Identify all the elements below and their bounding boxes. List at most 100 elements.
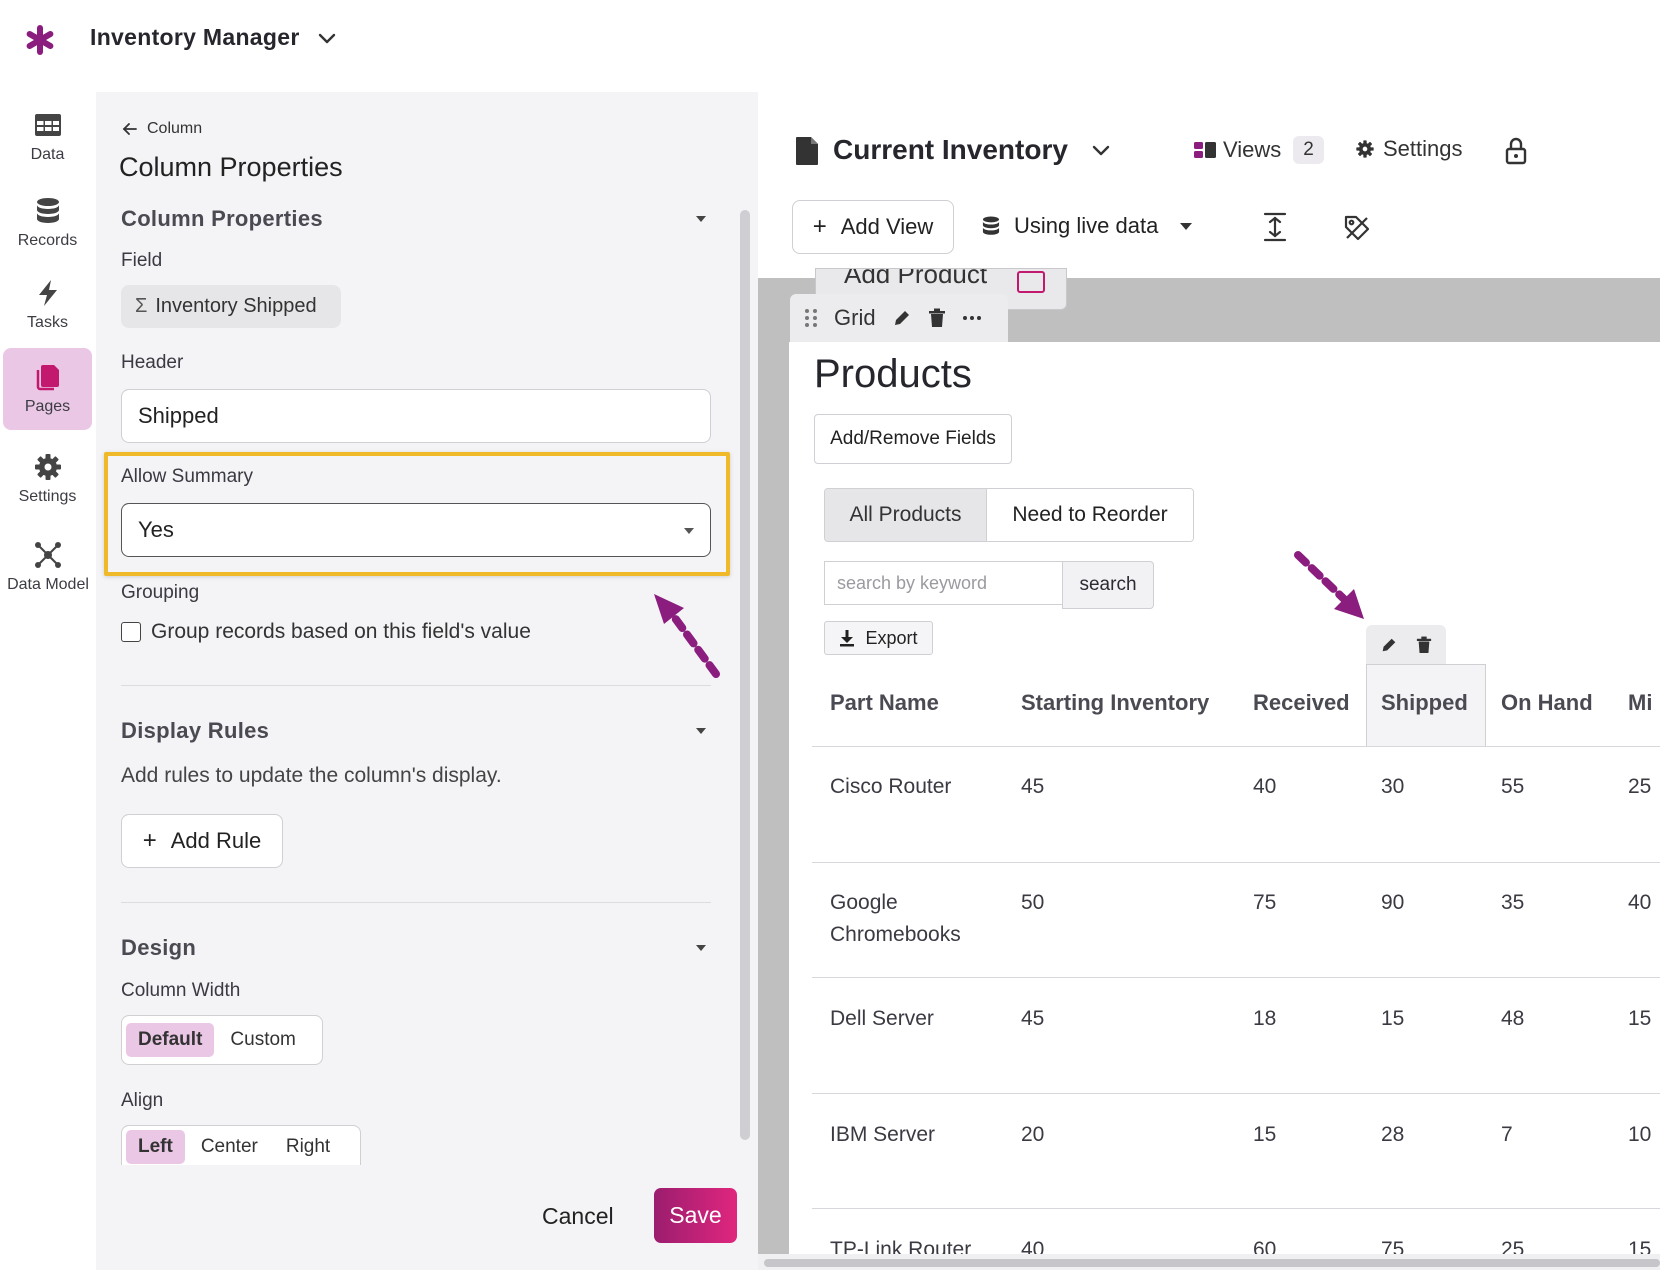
column-header-received[interactable]: Received bbox=[1253, 690, 1350, 715]
lock-icon[interactable] bbox=[1505, 137, 1527, 165]
chevron-down-icon[interactable] bbox=[316, 28, 338, 50]
grouping-checkbox[interactable] bbox=[121, 622, 141, 642]
horizontal-scrollbar[interactable] bbox=[764, 1259, 1660, 1267]
page-settings-label: Settings bbox=[1383, 136, 1463, 161]
nav-label: Tasks bbox=[27, 314, 68, 331]
pencil-icon[interactable] bbox=[1380, 636, 1398, 654]
add-view-button[interactable]: + Add View bbox=[792, 200, 954, 254]
allow-summary-value: Yes bbox=[138, 517, 174, 542]
tab-need-to-reorder[interactable]: Need to Reorder bbox=[987, 489, 1193, 541]
download-icon bbox=[840, 630, 855, 647]
caret-down-icon[interactable] bbox=[696, 945, 706, 951]
back-link[interactable]: Column bbox=[121, 120, 202, 138]
align-option-left[interactable]: Left bbox=[126, 1130, 185, 1164]
arrow-left-icon bbox=[122, 123, 137, 135]
column-header-part-name[interactable]: Part Name bbox=[830, 690, 939, 715]
chevron-down-icon[interactable] bbox=[1090, 140, 1112, 162]
nav-item-pages[interactable]: Pages bbox=[3, 348, 92, 430]
search-input[interactable]: search by keyword bbox=[824, 561, 1064, 605]
width-option-custom[interactable]: Custom bbox=[230, 1029, 296, 1050]
plus-icon: + bbox=[812, 213, 827, 240]
row-divider bbox=[812, 977, 1660, 978]
section-title-display-rules: Display Rules bbox=[121, 718, 270, 743]
cancel-button[interactable]: Cancel bbox=[542, 1203, 614, 1229]
selected-column-header[interactable] bbox=[1366, 664, 1486, 746]
search-button[interactable]: search bbox=[1062, 561, 1154, 609]
add-rule-label: Add Rule bbox=[170, 828, 262, 853]
caret-down-icon[interactable] bbox=[696, 216, 706, 222]
page-title: Current Inventory bbox=[833, 134, 1068, 165]
nav-item-data[interactable]: Data bbox=[3, 96, 92, 178]
align-option-center[interactable]: Center bbox=[200, 1136, 258, 1157]
align-label: Align bbox=[121, 1090, 164, 1111]
grid-block-toolbar: Grid bbox=[790, 294, 1008, 342]
width-option-default[interactable]: Default bbox=[126, 1023, 215, 1057]
products-heading: Products bbox=[814, 352, 972, 396]
pencil-icon[interactable] bbox=[892, 308, 912, 328]
nav-item-records[interactable]: Records bbox=[3, 182, 92, 264]
views-icon bbox=[1194, 142, 1216, 158]
grouping-label: Grouping bbox=[121, 582, 200, 603]
caret-down-icon[interactable] bbox=[696, 728, 706, 734]
app-logo-icon bbox=[26, 25, 54, 55]
export-label: Export bbox=[865, 627, 918, 648]
grid-label: Grid bbox=[834, 305, 876, 330]
align-option-right[interactable]: Right bbox=[285, 1136, 331, 1157]
column-width-label: Column Width bbox=[121, 980, 241, 1001]
row-divider bbox=[812, 1208, 1660, 1209]
header-input[interactable]: Shipped bbox=[121, 389, 711, 443]
cell-min: 10 bbox=[1628, 1123, 1652, 1146]
add-rule-button[interactable]: + Add Rule bbox=[121, 814, 283, 868]
section-divider bbox=[121, 902, 711, 903]
page-settings-button[interactable]: Settings bbox=[1355, 136, 1463, 162]
nav-item-settings[interactable]: Settings bbox=[3, 438, 92, 520]
cell-part-name: Google bbox=[830, 891, 898, 914]
dropdown-caret-icon bbox=[684, 528, 694, 534]
views-button[interactable]: Views 2 bbox=[1193, 136, 1324, 164]
drag-handle-icon[interactable] bbox=[804, 307, 818, 329]
cell-min: 15 bbox=[1628, 1007, 1652, 1030]
nav-label: Pages bbox=[24, 398, 71, 415]
cell-received: 15 bbox=[1253, 1123, 1277, 1146]
save-button[interactable]: Save bbox=[654, 1188, 737, 1243]
network-icon bbox=[35, 542, 61, 568]
gear-icon bbox=[34, 454, 61, 480]
view-tabs: All Products Need to Reorder bbox=[824, 488, 1194, 542]
display-rules-description: Add rules to update the column's display… bbox=[121, 764, 502, 787]
nav-item-tasks[interactable]: Tasks bbox=[3, 264, 92, 346]
tab-all-products[interactable]: All Products bbox=[825, 489, 987, 541]
section-divider bbox=[121, 685, 711, 686]
panel-scrollbar[interactable] bbox=[740, 210, 750, 1140]
more-icon[interactable] bbox=[962, 315, 982, 321]
field-label: Field bbox=[121, 250, 163, 271]
expand-vertical-icon[interactable] bbox=[1262, 212, 1288, 242]
sigma-icon: Σ bbox=[135, 295, 148, 317]
column-header-on-hand[interactable]: On Hand bbox=[1501, 690, 1593, 715]
annotation-arrow-icon bbox=[654, 594, 720, 678]
section-title-design: Design bbox=[121, 935, 197, 960]
cell-part-name-line2: Chromebooks bbox=[830, 923, 961, 946]
data-source-dropdown[interactable]: Using live data bbox=[980, 213, 1193, 239]
field-chip-label: Inventory Shipped bbox=[155, 295, 317, 317]
nav-item-data-model[interactable]: Data Model bbox=[0, 526, 96, 608]
trash-icon[interactable] bbox=[1416, 636, 1432, 654]
back-link-label: Column bbox=[147, 120, 203, 137]
gear-icon bbox=[1356, 140, 1374, 158]
database-icon bbox=[982, 216, 1000, 235]
app-title: Inventory Manager bbox=[90, 24, 300, 50]
column-header-shipped[interactable]: Shipped bbox=[1381, 690, 1468, 715]
views-count-badge: 2 bbox=[1293, 136, 1324, 164]
tag-off-icon[interactable] bbox=[1343, 214, 1371, 242]
allow-summary-select[interactable]: Yes bbox=[121, 503, 711, 557]
add-remove-fields-button[interactable]: Add/Remove Fields bbox=[814, 414, 1012, 464]
add-product-label: Add Product bbox=[844, 268, 988, 289]
annotation-arrow-icon bbox=[1294, 551, 1364, 619]
cell-starting: 20 bbox=[1021, 1123, 1045, 1146]
column-header-starting-inventory[interactable]: Starting Inventory bbox=[1021, 690, 1210, 715]
export-button[interactable]: Export bbox=[824, 621, 933, 655]
data-source-label: Using live data bbox=[1014, 213, 1159, 238]
trash-icon[interactable] bbox=[928, 308, 946, 328]
cell-on-hand: 55 bbox=[1501, 775, 1525, 798]
column-header-min[interactable]: Mi bbox=[1628, 690, 1653, 715]
plus-icon: + bbox=[142, 827, 157, 854]
